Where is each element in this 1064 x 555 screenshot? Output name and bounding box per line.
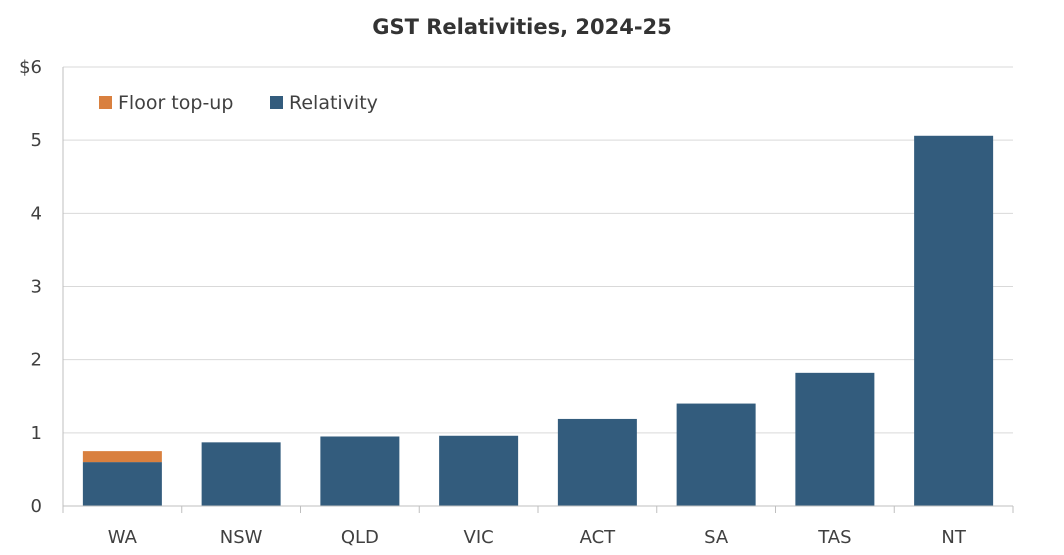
bar-floor-top-up-wa (82, 451, 162, 463)
legend-item-floor-top-up: Floor top-up (99, 92, 233, 114)
legend-swatch (99, 96, 112, 109)
x-tick-label-act: ACT (580, 527, 617, 548)
x-tick-label-nsw: NSW (220, 527, 263, 548)
x-tick-label-qld: QLD (341, 527, 379, 548)
bar-relativity-nsw (201, 442, 281, 506)
bar-relativity-tas (795, 372, 875, 506)
y-tick-label: 2 (31, 350, 42, 371)
legend-item-relativity: Relativity (270, 92, 378, 114)
x-tick-label-tas: TAS (817, 527, 851, 548)
y-tick-label: 3 (31, 277, 42, 298)
y-tick-label: 5 (31, 130, 42, 151)
legend-swatch (270, 96, 283, 109)
x-tick-label-sa: SA (704, 527, 729, 548)
x-tick-label-nt: NT (941, 527, 966, 548)
bar-relativity-sa (676, 403, 756, 506)
x-tick-label-wa: WA (108, 527, 138, 548)
axes: 0 1 2 3 4 5 $6 WA NSW QLD VIC ACT SA TAS NT (19, 57, 1014, 548)
y-tick-label: $6 (19, 57, 42, 78)
legend-label: Relativity (289, 92, 378, 114)
bar-series (82, 135, 994, 506)
bar-relativity-vic (439, 435, 519, 506)
y-tick-label: 4 (31, 203, 42, 224)
legend-label: Floor top-up (118, 92, 233, 114)
chart-title: GST Relativities, 2024-25 (372, 15, 672, 39)
bar-relativity-wa (82, 462, 162, 506)
bar-relativity-qld (320, 436, 400, 506)
x-tick-label-vic: VIC (464, 527, 494, 548)
y-tick-label: 1 (31, 423, 42, 444)
y-tick-label: 0 (31, 496, 42, 517)
bar-relativity-nt (914, 135, 994, 506)
bar-relativity-act (557, 418, 637, 506)
legend: Floor top-up Relativity (99, 92, 378, 114)
